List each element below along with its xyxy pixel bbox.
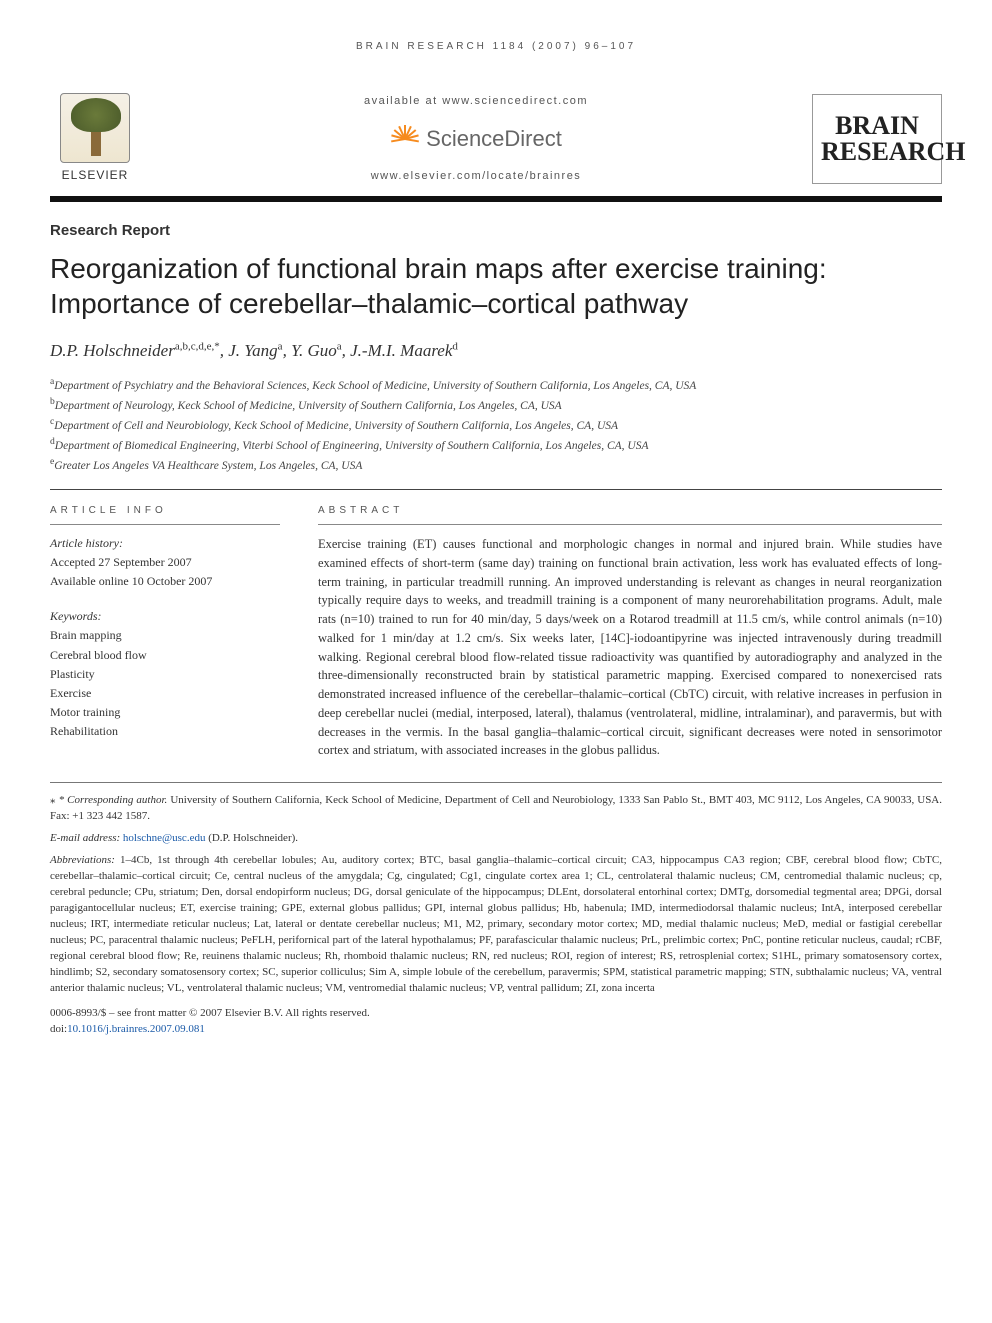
divider [50, 489, 942, 490]
locate-url: www.elsevier.com/locate/brainres [140, 169, 812, 184]
footnotes: ⁎ * Corresponding author. University of … [50, 793, 942, 996]
article-info-column: ARTICLE INFO Article history: Accepted 2… [50, 504, 280, 760]
corresponding-author-note: ⁎ * Corresponding author. University of … [50, 793, 942, 825]
running-head: BRAIN RESEARCH 1184 (2007) 96–107 [50, 40, 942, 54]
sciencedirect-wordmark: ScienceDirect [426, 124, 562, 155]
keyword-item: Exercise [50, 684, 280, 703]
article-history-label: Article history: [50, 535, 280, 552]
masthead-center: available at www.sciencedirect.com Scien… [140, 94, 812, 184]
masthead: ELSEVIER available at www.sciencedirect.… [50, 84, 942, 202]
keyword-item: Brain mapping [50, 626, 280, 645]
issn-copyright-line: 0006-8993/$ – see front matter © 2007 El… [50, 1006, 942, 1021]
sciencedirect-logo: ScienceDirect [390, 124, 562, 155]
keyword-item: Plasticity [50, 665, 280, 684]
author-list: D.P. Holschneidera,b,c,d,e,*, J. Yanga, … [50, 339, 942, 363]
publisher-name: ELSEVIER [62, 167, 129, 184]
abbreviations-text: 1–4Cb, 1st through 4th cerebellar lobule… [50, 854, 942, 994]
elsevier-tree-icon [60, 93, 130, 163]
corresponding-text: University of Southern California, Keck … [50, 794, 942, 822]
affiliation-item: dDepartment of Biomedical Engineering, V… [50, 435, 942, 455]
accepted-date: Accepted 27 September 2007 [50, 554, 280, 571]
info-abstract-row: ARTICLE INFO Article history: Accepted 2… [50, 504, 942, 760]
journal-logo-line2: RESEARCH [821, 139, 933, 165]
journal-logo: BRAIN RESEARCH [812, 94, 942, 184]
affiliation-item: bDepartment of Neurology, Keck School of… [50, 395, 942, 415]
affiliation-item: aDepartment of Psychiatry and the Behavi… [50, 375, 942, 395]
doi-line: doi:10.1016/j.brainres.2007.09.081 [50, 1022, 942, 1037]
asterisk-icon: ⁎ [50, 794, 56, 806]
keyword-item: Motor training [50, 703, 280, 722]
footnote-divider [50, 782, 942, 783]
keyword-item: Cerebral blood flow [50, 646, 280, 665]
abbreviations-block: Abbreviations: 1–4Cb, 1st through 4th ce… [50, 853, 942, 996]
available-at-line: available at www.sciencedirect.com [140, 94, 812, 109]
affiliation-list: aDepartment of Psychiatry and the Behavi… [50, 375, 942, 475]
email-paren: (D.P. Holschneider). [205, 832, 298, 844]
keyword-item: Rehabilitation [50, 722, 280, 741]
doi-link[interactable]: 10.1016/j.brainres.2007.09.081 [67, 1023, 205, 1035]
journal-logo-line1: BRAIN [821, 113, 933, 139]
abbreviations-label: Abbreviations: [50, 854, 120, 866]
article-info-heading: ARTICLE INFO [50, 504, 280, 525]
abstract-column: ABSTRACT Exercise training (ET) causes f… [318, 504, 942, 760]
keywords-block: Keywords: Brain mappingCerebral blood fl… [50, 608, 280, 742]
affiliation-item: cDepartment of Cell and Neurobiology, Ke… [50, 415, 942, 435]
corresponding-label: * Corresponding author. [59, 794, 168, 806]
keywords-label: Keywords: [50, 608, 280, 625]
article-title: Reorganization of functional brain maps … [50, 251, 942, 321]
abstract-heading: ABSTRACT [318, 504, 942, 525]
publisher-logo: ELSEVIER [50, 84, 140, 184]
email-label: E-mail address: [50, 832, 123, 844]
affiliation-item: eGreater Los Angeles VA Healthcare Syste… [50, 455, 942, 475]
abstract-text: Exercise training (ET) causes functional… [318, 535, 942, 760]
author-email-link[interactable]: holschne@usc.edu [123, 832, 206, 844]
sd-burst-icon [390, 124, 420, 154]
article-type-label: Research Report [50, 220, 942, 241]
doi-label: doi: [50, 1023, 67, 1035]
online-date: Available online 10 October 2007 [50, 573, 280, 590]
email-line: E-mail address: holschne@usc.edu (D.P. H… [50, 831, 942, 847]
keywords-list: Brain mappingCerebral blood flowPlastici… [50, 626, 280, 741]
